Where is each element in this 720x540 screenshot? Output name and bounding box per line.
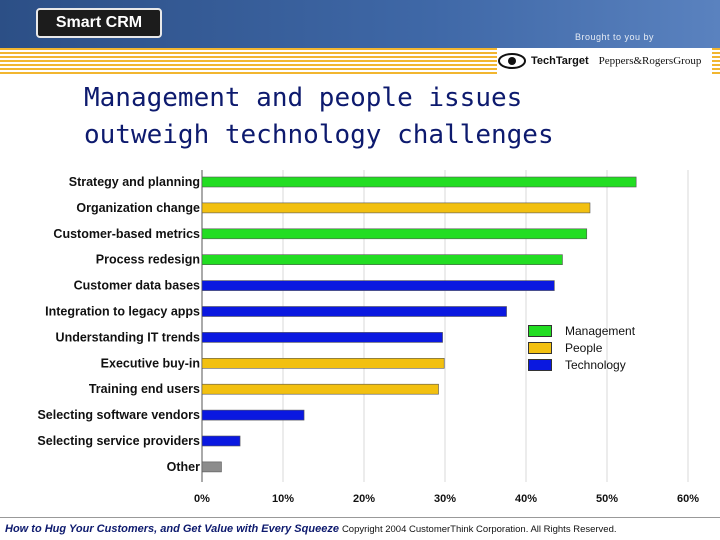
bar-strategy-and-planning xyxy=(201,176,637,188)
bar-understanding-it-trends xyxy=(201,332,443,343)
legend-label-people: People xyxy=(565,340,603,355)
header-banner: Smart CRM Brought to you by xyxy=(0,0,720,48)
category-label-organization-change: Organization change xyxy=(76,201,200,215)
chart-legend: Management People Technology xyxy=(528,322,635,373)
bar-organization-change xyxy=(201,202,591,214)
category-label-strategy-and-planning: Strategy and planning xyxy=(69,175,200,189)
category-label-integration-to-legacy-apps: Integration to legacy apps xyxy=(45,305,200,319)
category-label-other: Other xyxy=(167,460,200,474)
bar-integration-to-legacy-apps xyxy=(201,306,507,317)
category-label-process-redesign: Process redesign xyxy=(96,253,200,267)
x-tick-label: 60% xyxy=(677,493,699,505)
brought-to-you-by: Brought to you by xyxy=(574,32,654,42)
slide-title-line-1: Management and people issues xyxy=(84,83,523,113)
bar-selecting-software-vendors xyxy=(201,409,305,421)
x-tick-label: 30% xyxy=(434,493,456,505)
chart-gridlines xyxy=(201,170,689,482)
footer-tagline: How to Hug Your Customers, and Get Value… xyxy=(5,523,339,535)
footer-copyright: Copyright 2004 CustomerThink Corporation… xyxy=(341,523,617,535)
category-label-training-end-users: Training end users xyxy=(89,382,200,396)
bar-training-end-users xyxy=(201,383,439,395)
footer: How to Hug Your Customers, and Get Value… xyxy=(0,517,720,540)
bar-selecting-service-providers xyxy=(201,435,241,447)
bar-customer-data-bases xyxy=(201,280,555,291)
techtarget-logo-text: TechTarget xyxy=(531,55,589,67)
bar-other xyxy=(201,461,222,473)
category-label-selecting-service-providers: Selecting service providers xyxy=(37,434,200,448)
x-tick-label: 50% xyxy=(596,493,618,505)
peppers-rogers-logo-text: Peppers&RogersGroup xyxy=(598,55,702,67)
category-label-understanding-it-trends: Understanding IT trends xyxy=(56,330,201,344)
partner-logos: TechTarget Peppers&RogersGroup xyxy=(497,48,712,74)
legend-item-technology: Technology xyxy=(528,356,635,373)
legend-swatch-people xyxy=(528,341,552,354)
legend-swatch-management xyxy=(528,324,552,337)
category-label-customer-based-metrics: Customer-based metrics xyxy=(53,227,200,241)
x-tick-label: 0% xyxy=(194,493,210,505)
techtarget-eye-icon xyxy=(498,53,526,69)
legend-label-management: Management xyxy=(565,323,636,338)
x-tick-label: 20% xyxy=(353,493,375,505)
category-label-executive-buy-in: Executive buy-in xyxy=(101,356,200,370)
logo-text: Smart CRM xyxy=(55,14,143,31)
category-label-selecting-software-vendors: Selecting software vendors xyxy=(37,408,200,422)
x-tick-label: 40% xyxy=(515,493,537,505)
legend-item-people: People xyxy=(528,339,635,356)
bar-process-redesign xyxy=(201,254,563,265)
chart-category-labels: Strategy and planning Organization change… xyxy=(37,175,200,474)
slide-title-line-2: outweigh technology challenges xyxy=(84,120,554,150)
legend-item-management: Management xyxy=(528,322,635,339)
smart-crm-logo: Smart CRM xyxy=(36,8,162,38)
x-tick-label: 10% xyxy=(272,493,294,505)
slide-title: Management and people issues outweigh te… xyxy=(84,80,554,154)
bar-executive-buy-in xyxy=(201,358,445,369)
legend-swatch-technology xyxy=(528,358,552,371)
bar-chart: Strategy and planning Organization change… xyxy=(37,170,699,505)
chart-x-tick-labels: 0% 10% 20% 30% 40% 50% 60% xyxy=(194,493,699,505)
chart-bars xyxy=(201,176,637,473)
category-label-customer-data-bases: Customer data bases xyxy=(74,279,200,293)
bar-customer-based-metrics xyxy=(201,228,588,240)
legend-label-technology: Technology xyxy=(565,357,626,372)
